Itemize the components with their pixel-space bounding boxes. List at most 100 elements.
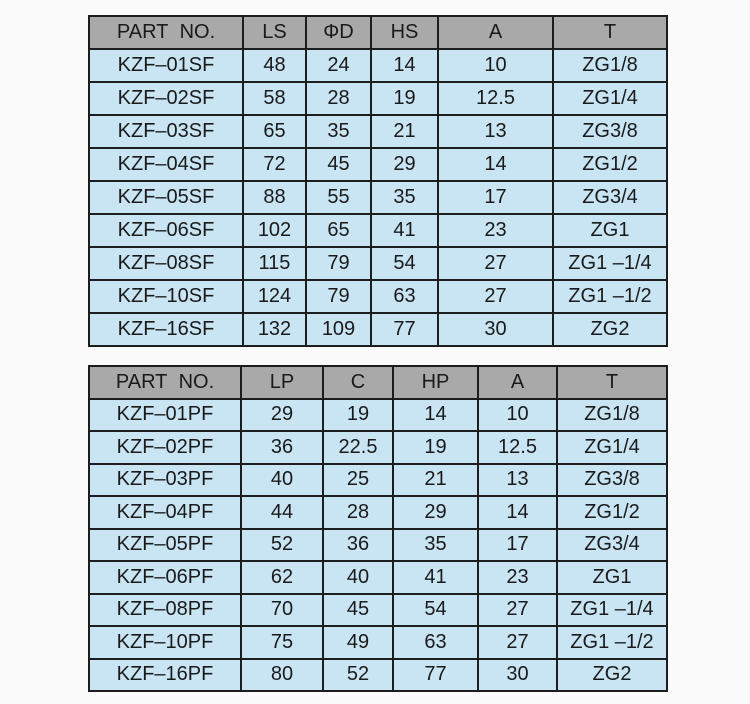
a-cell: 13 (477, 462, 558, 497)
ls-cell: 48 (242, 48, 307, 83)
table-row: KZF–02PF 36 22.5 19 12.5 ZG1/4 (88, 430, 668, 465)
pf-dimension-table: PART NO. LP C HP A T KZF–01PF 29 19 14 1… (88, 365, 668, 692)
hp-cell: 19 (392, 430, 479, 465)
phi-d-cell: 79 (305, 279, 372, 314)
table-row: KZF–03SF 65 35 21 13 ZG3/8 (88, 114, 668, 149)
part-no-cell: KZF–08PF (88, 592, 242, 627)
a-cell: 14 (437, 147, 554, 182)
t-cell: ZG1 –1/2 (556, 625, 668, 660)
c-cell: 45 (322, 592, 394, 627)
t-cell: ZG2 (552, 312, 668, 347)
t-cell: ZG3/4 (556, 527, 668, 562)
t-cell: ZG3/4 (552, 180, 668, 215)
hp-cell: 35 (392, 527, 479, 562)
hp-cell: 14 (392, 397, 479, 432)
a-cell: 13 (437, 114, 554, 149)
part-no-cell: KZF–10PF (88, 625, 242, 660)
table-row: KZF–16PF 80 52 77 30 ZG2 (88, 657, 668, 692)
table-row: KZF–04PF 44 28 29 14 ZG1/2 (88, 495, 668, 530)
a-cell: 27 (437, 246, 554, 281)
part-no-cell: KZF–03PF (88, 462, 242, 497)
hp-cell: 41 (392, 560, 479, 595)
lp-cell: 70 (240, 592, 324, 627)
t-cell: ZG1 –1/4 (556, 592, 668, 627)
t-cell: ZG1/8 (556, 397, 668, 432)
table-row: KZF–05PF 52 36 35 17 ZG3/4 (88, 527, 668, 562)
phi-d-cell: 45 (305, 147, 372, 182)
hs-cell: 63 (370, 279, 439, 314)
part-no-cell: KZF–01PF (88, 397, 242, 432)
t-cell: ZG1 –1/4 (552, 246, 668, 281)
lp-cell: 62 (240, 560, 324, 595)
table-row: KZF–06PF 62 40 41 23 ZG1 (88, 560, 668, 595)
table-row: KZF–06SF 102 65 41 23 ZG1 (88, 213, 668, 248)
hp-cell: 54 (392, 592, 479, 627)
a-cell: 30 (477, 657, 558, 692)
hs-cell: 77 (370, 312, 439, 347)
a-cell: 10 (437, 48, 554, 83)
a-cell: 30 (437, 312, 554, 347)
part-no-cell: KZF–02SF (88, 81, 244, 116)
header-cell-t: T (552, 15, 668, 50)
hs-cell: 41 (370, 213, 439, 248)
part-no-cell: KZF–02PF (88, 430, 242, 465)
phi-d-cell: 28 (305, 81, 372, 116)
a-cell: 10 (477, 397, 558, 432)
lp-cell: 40 (240, 462, 324, 497)
c-cell: 25 (322, 462, 394, 497)
phi-d-cell: 24 (305, 48, 372, 83)
lp-cell: 75 (240, 625, 324, 660)
hs-cell: 21 (370, 114, 439, 149)
a-cell: 23 (437, 213, 554, 248)
table-header-row: PART NO. LS ΦD HS A T (88, 15, 668, 50)
hs-cell: 14 (370, 48, 439, 83)
t-cell: ZG1/2 (552, 147, 668, 182)
hs-cell: 54 (370, 246, 439, 281)
ls-cell: 58 (242, 81, 307, 116)
phi-d-cell: 55 (305, 180, 372, 215)
phi-d-cell: 79 (305, 246, 372, 281)
table-row: KZF–08SF 115 79 54 27 ZG1 –1/4 (88, 246, 668, 281)
table-row: KZF–08PF 70 45 54 27 ZG1 –1/4 (88, 592, 668, 627)
table-row: KZF–10SF 124 79 63 27 ZG1 –1/2 (88, 279, 668, 314)
ls-cell: 88 (242, 180, 307, 215)
t-cell: ZG2 (556, 657, 668, 692)
header-cell-phi-d: ΦD (305, 15, 372, 50)
a-cell: 12.5 (437, 81, 554, 116)
a-cell: 27 (477, 625, 558, 660)
t-cell: ZG1 –1/2 (552, 279, 668, 314)
c-cell: 19 (322, 397, 394, 432)
part-no-cell: KZF–04PF (88, 495, 242, 530)
ls-cell: 115 (242, 246, 307, 281)
hs-cell: 19 (370, 81, 439, 116)
a-cell: 27 (437, 279, 554, 314)
hs-cell: 29 (370, 147, 439, 182)
a-cell: 17 (477, 527, 558, 562)
ls-cell: 65 (242, 114, 307, 149)
a-cell: 12.5 (477, 430, 558, 465)
hs-cell: 35 (370, 180, 439, 215)
t-cell: ZG1/8 (552, 48, 668, 83)
c-cell: 28 (322, 495, 394, 530)
lp-cell: 36 (240, 430, 324, 465)
ls-cell: 72 (242, 147, 307, 182)
hp-cell: 63 (392, 625, 479, 660)
table-row: KZF–05SF 88 55 35 17 ZG3/4 (88, 180, 668, 215)
t-cell: ZG1/4 (552, 81, 668, 116)
c-cell: 40 (322, 560, 394, 595)
table-row: KZF–03PF 40 25 21 13 ZG3/8 (88, 462, 668, 497)
part-no-cell: KZF–01SF (88, 48, 244, 83)
t-cell: ZG1 (552, 213, 668, 248)
part-no-cell: KZF–03SF (88, 114, 244, 149)
hp-cell: 21 (392, 462, 479, 497)
header-cell-hp: HP (392, 365, 479, 400)
lp-cell: 52 (240, 527, 324, 562)
header-cell-part-no: PART NO. (88, 15, 244, 50)
phi-d-cell: 109 (305, 312, 372, 347)
a-cell: 23 (477, 560, 558, 595)
part-no-cell: KZF–08SF (88, 246, 244, 281)
part-no-cell: KZF–06SF (88, 213, 244, 248)
ls-cell: 102 (242, 213, 307, 248)
header-cell-a: A (477, 365, 558, 400)
